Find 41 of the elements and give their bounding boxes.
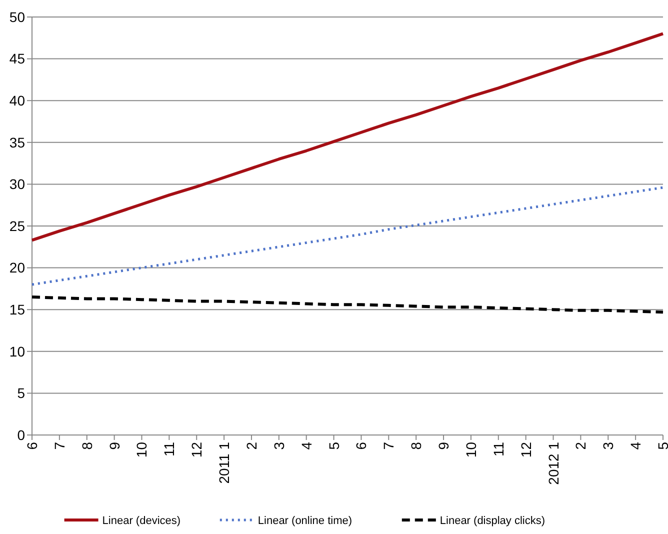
legend-label: Linear (online time) [258, 514, 352, 527]
x-tick-label: 10 [462, 442, 479, 458]
x-tick-label: 9 [106, 442, 122, 450]
line-series [30, 186, 664, 286]
x-tick-label: 3 [270, 442, 287, 450]
y-tick-label: 35 [9, 134, 26, 150]
y-tick-label: 50 [9, 8, 26, 25]
x-tick-label: 7 [380, 442, 397, 450]
x-tick-label: 9 [436, 442, 452, 450]
line-series [30, 296, 664, 314]
legend-label: Linear (devices) [102, 514, 181, 527]
x-tick-label: 2012 1 [545, 442, 562, 485]
x-tick-label: 12 [188, 442, 205, 458]
y-tick-label: 45 [9, 50, 26, 67]
x-tick-label: 6 [353, 442, 370, 450]
x-tick-label: 5 [326, 442, 342, 450]
y-tick-label: 30 [9, 176, 26, 192]
x-tick-label: 3 [600, 442, 616, 450]
y-tick-label: 10 [9, 343, 26, 360]
x-tick-label: 10 [134, 442, 150, 458]
x-tick-label: 2 [572, 442, 589, 450]
y-tick-label: 25 [9, 218, 26, 234]
x-tick-label: 6 [24, 442, 40, 450]
x-tick-label: 4 [628, 442, 644, 450]
x-tick-label: 7 [51, 442, 68, 450]
x-tick-label: 5 [655, 442, 668, 450]
y-tick-label: 20 [9, 260, 26, 276]
y-tick-label: 5 [17, 385, 26, 402]
x-tick-label: 2 [243, 442, 260, 450]
x-tick-label: 11 [490, 442, 506, 457]
y-tick-label: 0 [17, 426, 26, 443]
y-tick-label: 15 [9, 302, 26, 318]
x-tick-label: 8 [408, 442, 424, 450]
line-series [30, 32, 664, 242]
x-tick-label: 11 [161, 442, 178, 457]
x-tick-label: 12 [518, 442, 534, 458]
x-tick-label: 4 [298, 442, 314, 450]
y-tick-label: 40 [9, 92, 26, 108]
legend-label: Linear (display clicks) [440, 514, 546, 527]
x-tick-label: 8 [78, 442, 95, 450]
x-tick-label: 2011 1 [216, 442, 232, 484]
